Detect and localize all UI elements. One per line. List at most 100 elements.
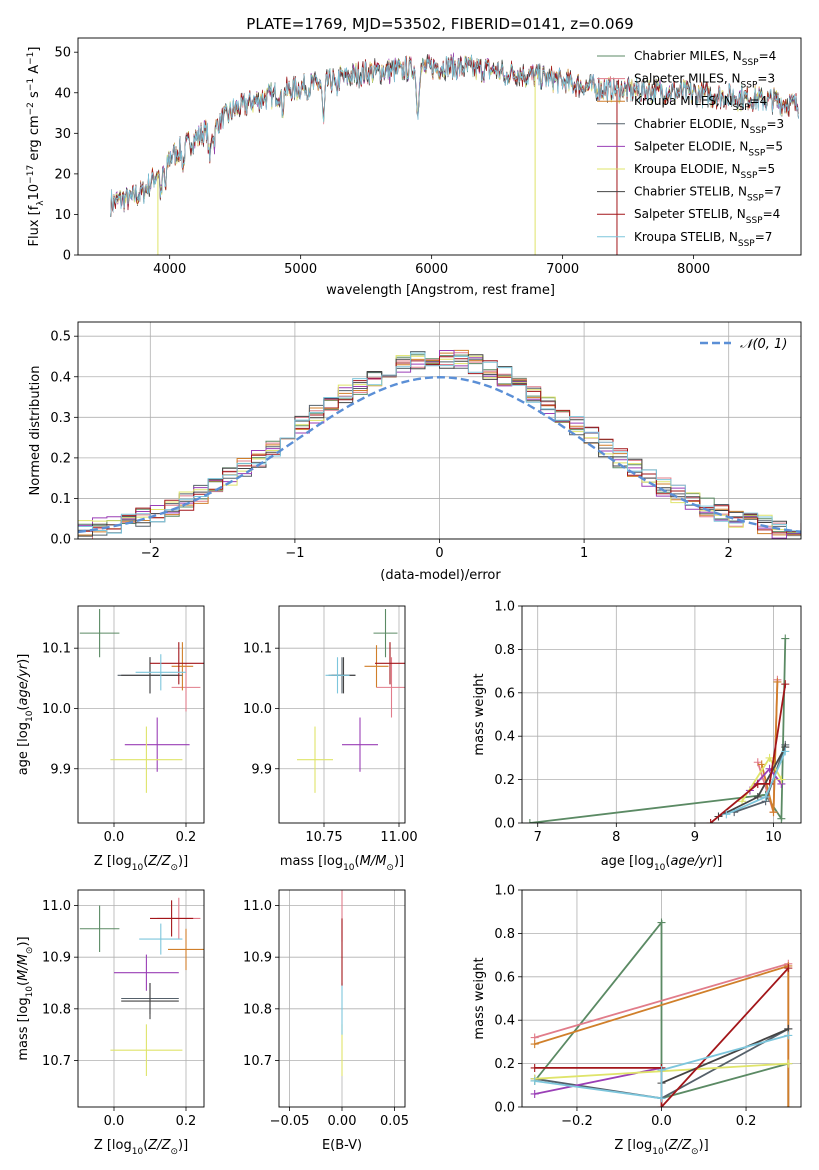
- y-tick-label: 10.1: [243, 642, 272, 657]
- axes-frame: [77, 605, 205, 824]
- figure-title: PLATE=1769, MJD=53502, FIBERID=0141, z=0…: [246, 15, 633, 33]
- panel-mass_vs_Z: 0.0 0.2 10.7 10.8 10.9 11.0 Z [log10(Z/Z⊙)] mas…: [16, 889, 205, 1157]
- x-tick-label: 0.0: [104, 830, 125, 845]
- x-tick-label: 10: [765, 830, 782, 845]
- x-tick-label: 11.00: [380, 830, 417, 845]
- legend-entry: Salpeter STELIB, NSSP=4: [634, 207, 780, 226]
- y-tick-label: 10.9: [42, 951, 71, 966]
- errorbar-point: [114, 954, 179, 991]
- x-axis-label: Z [log10(Z/Z⊙)]: [94, 854, 188, 873]
- y-tick-label: 1.0: [494, 600, 515, 615]
- plot-area: [110, 52, 799, 255]
- legend-entry: Chabrier MILES, NSSP=4: [634, 49, 776, 68]
- y-tick-label: 10.8: [243, 1002, 272, 1017]
- errorbar-point: [364, 645, 389, 688]
- legend-entry: 𝒩(0, 1): [740, 337, 787, 352]
- y-tick-label: 30: [54, 127, 71, 142]
- y-tick-label: 0.1: [50, 492, 71, 507]
- y-tick-label: 11.0: [243, 899, 272, 914]
- y-tick-label: 9.9: [251, 762, 272, 777]
- legend-entry: Salpeter MILES, NSSP=3: [634, 72, 775, 91]
- y-axis-label: mass weight: [472, 957, 487, 1039]
- weight-marker: [525, 819, 534, 823]
- x-tick-label: 0.0: [651, 1114, 672, 1129]
- weight-marker: [657, 1066, 666, 1075]
- x-tick-label: 0.2: [176, 1114, 197, 1129]
- x-tick-label: 0.0: [104, 1114, 125, 1129]
- y-tick-label: 0.8: [494, 927, 515, 942]
- x-tick-label: 0.2: [736, 1114, 757, 1129]
- legend-entry: Chabrier ELODIE, NSSP=3: [634, 117, 784, 136]
- weight-marker: [773, 677, 782, 686]
- legend-entry: Kroupa STELIB, NSSP=7: [634, 230, 772, 249]
- y-tick-label: 10.9: [243, 951, 272, 966]
- y-tick-label: 10.7: [42, 1054, 71, 1069]
- errorbar-point: [110, 1024, 183, 1076]
- x-tick-label: −2: [141, 546, 160, 561]
- weight-marker: [769, 808, 778, 817]
- panel-spectrum: 4000 5000 6000 7000 8000 0 10 20 30 40 50 wavelengt…: [26, 37, 802, 298]
- y-tick-label: 0.5: [50, 330, 71, 345]
- y-axis-label: mass weight: [472, 673, 487, 755]
- errorbar-point: [342, 717, 378, 772]
- x-tick-label: 6000: [415, 262, 448, 277]
- y-tick-label: 10: [54, 208, 71, 223]
- weight-line: [710, 683, 787, 823]
- x-tick-label: 8000: [677, 262, 710, 277]
- legend: 𝒩(0, 1): [700, 337, 787, 352]
- y-tick-label: 0.4: [494, 1014, 515, 1029]
- y-tick-label: 20: [54, 167, 71, 182]
- errorbar-point: [121, 983, 179, 1020]
- weight-marker: [784, 1103, 793, 1107]
- errorbar-point: [171, 663, 201, 712]
- axes-frame: [77, 37, 802, 256]
- y-tick-label: 0.0: [494, 817, 515, 832]
- weight-marker: [657, 1103, 666, 1107]
- errorbar-point: [79, 905, 120, 952]
- weight-marker: [781, 680, 790, 689]
- y-tick-label: 40: [54, 86, 71, 101]
- weight-marker: [784, 964, 793, 973]
- errorbar-point: [124, 717, 190, 772]
- x-tick-label: 1: [580, 546, 588, 561]
- y-tick-label: 10.8: [42, 1002, 71, 1017]
- legend-entry: Salpeter ELODIE, NSSP=5: [634, 139, 783, 158]
- weight-marker: [753, 758, 762, 767]
- y-tick-label: 0.2: [494, 773, 515, 788]
- panel-weight_vs_age: 7 8 9 10 0.0 0.2 0.4 0.6 0.8 1.0 age [log10(age/yr…: [472, 600, 802, 873]
- plot-area: [522, 606, 801, 823]
- x-tick-label: 0: [435, 546, 443, 561]
- x-axis-label: Z [log10(Z/Z⊙)]: [94, 1138, 188, 1157]
- spectrum-line: [110, 54, 799, 217]
- weight-marker: [777, 814, 786, 823]
- y-axis-label: Flux [fλ10−17 erg cm−2 s−1 A−1]: [26, 47, 46, 247]
- y-tick-label: 10.7: [243, 1054, 272, 1069]
- x-tick-label: −1: [285, 546, 304, 561]
- y-tick-label: 0.0: [494, 1101, 515, 1116]
- panel-residual_hist: −2 −1 0 1 2 0.0 0.1 0.2 0.3 0.4 0.5 (data-model)/er…: [28, 321, 802, 583]
- x-tick-label: 0.05: [380, 1114, 409, 1129]
- plot-area: [78, 890, 204, 1107]
- normal-curve: [78, 375, 801, 534]
- x-tick-label: 2: [725, 546, 733, 561]
- weight-marker: [761, 792, 770, 801]
- weight-marker: [530, 1089, 539, 1098]
- x-tick-label: 0.2: [176, 830, 197, 845]
- y-tick-label: 10.0: [42, 702, 71, 717]
- x-axis-label: mass [log10(M/M⊙)]: [280, 854, 404, 873]
- weight-line: [661, 1028, 789, 1084]
- x-tick-label: 7000: [546, 262, 579, 277]
- errorbar-point: [150, 642, 204, 685]
- weight-marker: [757, 760, 766, 769]
- plot-area: [522, 890, 801, 1107]
- axes-frame: [278, 605, 406, 824]
- axes-frame: [521, 605, 802, 824]
- weight-marker: [781, 747, 790, 756]
- x-tick-label: 0.00: [328, 1114, 357, 1129]
- y-tick-label: 0.2: [494, 1057, 515, 1072]
- axes-frame: [521, 889, 802, 1108]
- errorbar-point: [171, 642, 194, 691]
- weight-marker: [784, 1059, 793, 1068]
- x-tick-label: 5000: [284, 262, 317, 277]
